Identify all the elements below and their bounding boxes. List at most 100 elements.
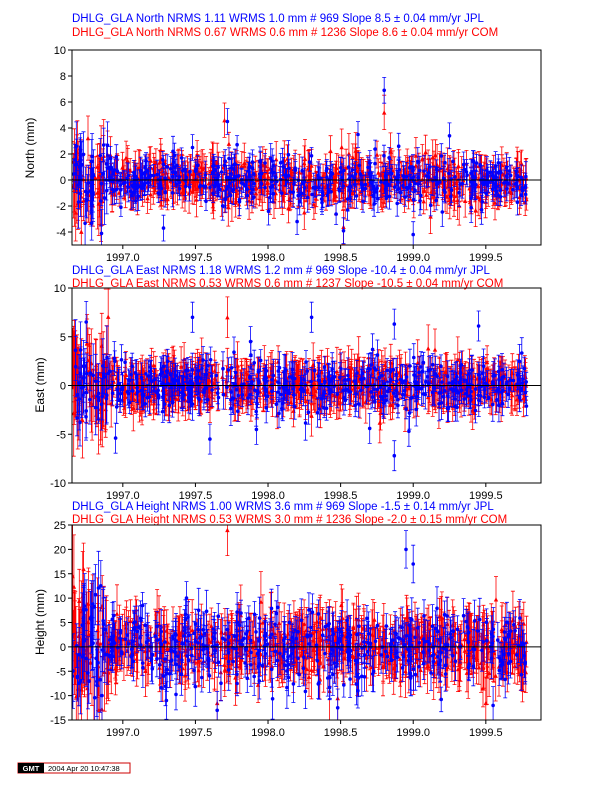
- data-point-jpl: [376, 196, 380, 201]
- data-point-jpl: [481, 371, 485, 376]
- data-point-jpl: [331, 672, 335, 677]
- y-tick-label: 20: [54, 544, 66, 556]
- data-point-jpl: [345, 197, 350, 201]
- data-point-jpl: [157, 663, 162, 667]
- data-point-jpl: [404, 634, 409, 638]
- data-point-jpl: [307, 608, 311, 612]
- data-point-com: [377, 645, 382, 650]
- data-point-jpl: [471, 664, 476, 668]
- data-point-jpl: [194, 167, 198, 171]
- data-point-com: [359, 640, 364, 645]
- data-point-jpl: [416, 182, 420, 186]
- data-point-jpl: [167, 672, 172, 676]
- data-point-jpl: [201, 358, 205, 362]
- x-tick-label: 1997.5: [179, 727, 213, 739]
- data-point-jpl: [188, 398, 193, 403]
- data-point-jpl: [177, 664, 182, 669]
- data-point-com: [371, 646, 377, 651]
- data-point-jpl: [163, 684, 168, 688]
- data-point-jpl: [330, 627, 335, 632]
- data-point-jpl: [291, 190, 296, 194]
- data-point-jpl: [194, 375, 198, 380]
- data-point-com: [305, 386, 310, 392]
- data-point-jpl: [214, 373, 218, 378]
- data-point-jpl: [472, 619, 477, 623]
- data-point-com: [177, 632, 183, 638]
- data-point-jpl: [133, 620, 137, 624]
- data-point-jpl: [401, 638, 406, 643]
- data-point-com: [484, 365, 490, 371]
- data-point-jpl: [235, 651, 239, 655]
- data-point-jpl: [265, 394, 270, 399]
- data-point-jpl: [388, 369, 393, 374]
- data-point-jpl: [195, 382, 199, 386]
- data-point-jpl: [270, 389, 274, 394]
- data-point-jpl: [156, 191, 161, 195]
- data-point-jpl: [155, 638, 160, 642]
- data-point-jpl: [297, 199, 302, 204]
- data-point-jpl: [369, 181, 374, 186]
- data-point-jpl: [500, 367, 504, 372]
- data-point-jpl: [130, 184, 134, 188]
- data-point-jpl: [236, 409, 240, 414]
- data-point-com: [312, 647, 317, 652]
- data-point-jpl: [271, 373, 276, 378]
- data-point-com: [132, 397, 137, 402]
- data-point-jpl: [337, 636, 342, 641]
- east-header-jpl: DHLG_GLA East NRMS 1.18 WRMS 1.2 mm # 96…: [72, 265, 491, 277]
- data-point-jpl: [299, 618, 304, 622]
- data-point-jpl: [291, 387, 296, 391]
- data-point-jpl: [155, 657, 159, 661]
- data-point-jpl: [474, 161, 479, 165]
- data-point-jpl: [441, 395, 446, 399]
- data-point-com: [96, 174, 101, 179]
- x-tick-label: 1997.5: [179, 252, 213, 264]
- data-point-jpl: [377, 375, 382, 380]
- data-point-jpl: [250, 380, 254, 385]
- data-point-com: [233, 675, 238, 680]
- data-point-jpl: [317, 407, 322, 411]
- data-point-jpl: [280, 191, 284, 195]
- data-point-jpl: [260, 663, 265, 668]
- data-point-com: [194, 197, 199, 202]
- data-point-jpl: [77, 165, 82, 169]
- data-point-jpl: [442, 188, 447, 192]
- data-point-com: [374, 152, 380, 157]
- data-point-jpl: [216, 614, 221, 618]
- data-point-jpl: [345, 628, 350, 632]
- data-point-jpl: [143, 165, 147, 170]
- data-point-com: [123, 155, 129, 160]
- data-point-jpl: [372, 202, 376, 206]
- data-point-jpl: [348, 648, 352, 652]
- north-header-jpl: DHLG_GLA North NRMS 1.11 WRMS 1.0 mm # 9…: [72, 13, 485, 25]
- data-point-jpl: [370, 672, 375, 676]
- gmt-logo-box: [18, 763, 44, 773]
- data-point-com: [192, 183, 197, 188]
- data-point-jpl: [477, 398, 481, 403]
- data-point-jpl: [84, 656, 88, 661]
- data-point-jpl: [359, 388, 363, 393]
- data-point-jpl: [73, 348, 78, 353]
- data-point-com: [207, 389, 212, 394]
- data-point-jpl: [225, 385, 229, 390]
- data-point-jpl: [164, 698, 169, 703]
- data-point-jpl: [143, 402, 148, 406]
- data-point-jpl: [115, 387, 120, 392]
- data-point-jpl: [206, 397, 210, 402]
- data-point-com: [509, 392, 515, 398]
- data-point-com: [122, 390, 127, 395]
- data-point-jpl: [315, 659, 320, 663]
- north-header-com: DHLG_GLA North NRMS 0.67 WRMS 0.6 mm # 1…: [72, 27, 498, 39]
- data-point-jpl: [465, 625, 470, 629]
- data-point-jpl: [249, 650, 253, 655]
- data-point-jpl: [232, 350, 236, 355]
- data-point-jpl: [385, 654, 390, 659]
- data-point-jpl: [103, 627, 108, 632]
- data-point-jpl: [312, 368, 317, 373]
- data-point-jpl: [451, 380, 455, 384]
- data-point-jpl: [517, 359, 522, 364]
- data-point-jpl: [507, 169, 512, 173]
- data-point-com: [521, 395, 526, 400]
- data-point-com: [226, 141, 232, 146]
- data-point-jpl: [350, 168, 355, 172]
